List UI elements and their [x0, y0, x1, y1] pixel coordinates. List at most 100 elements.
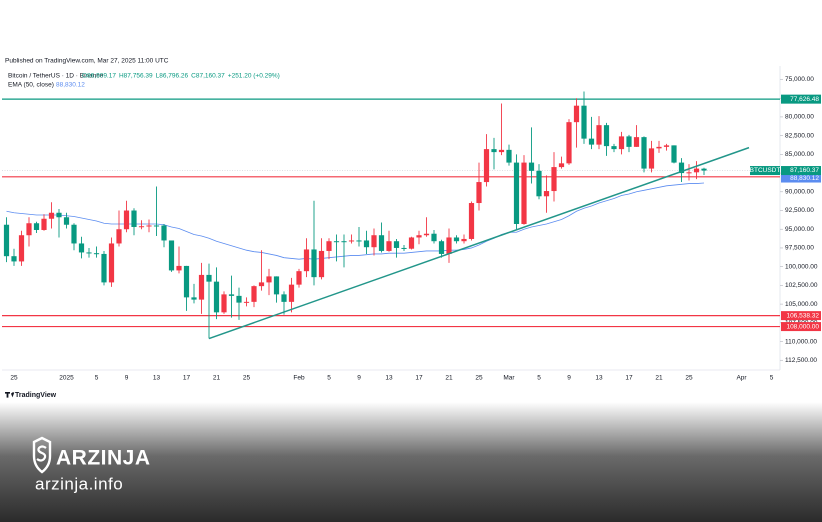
brand-name: ARZINJA — [56, 447, 151, 470]
x-tick-label: 9 — [567, 375, 571, 382]
candle-body — [693, 168, 700, 173]
candle-body — [686, 172, 692, 174]
candle-body — [108, 243, 115, 283]
candle-body — [461, 238, 467, 242]
candle-body — [281, 294, 287, 302]
tradingview-text: TradingView — [15, 392, 57, 399]
x-tick-label: 21 — [213, 375, 221, 382]
candle-body — [93, 253, 100, 255]
x-tick-label: Apr — [736, 375, 747, 382]
candle-body — [258, 282, 265, 287]
candle-body — [513, 162, 520, 224]
legend-ema-name: EMA (50, close) — [8, 82, 54, 89]
candle-body — [63, 217, 70, 225]
y-tick-label: 85,000.00 — [785, 151, 814, 158]
candle-body — [581, 105, 587, 139]
candle-body — [558, 163, 565, 168]
candle-body — [221, 294, 227, 313]
x-tick-label: 25 — [685, 375, 693, 382]
candle-body — [431, 233, 437, 242]
tradingview-logo: TradingView — [4, 392, 57, 399]
candle-body — [138, 226, 145, 228]
candle-body — [146, 225, 152, 227]
x-tick-label: 13 — [153, 375, 161, 382]
x-tick-label: 5 — [770, 375, 774, 382]
candle-body — [131, 210, 137, 227]
candle-body — [543, 191, 550, 197]
published-note: Published on TradingView.com, Mar 27, 20… — [5, 58, 169, 65]
candle-body — [153, 225, 160, 227]
candle-body — [266, 276, 272, 283]
x-tick-label: 9 — [125, 375, 129, 382]
candle-body — [453, 237, 460, 242]
candle-body — [296, 271, 302, 285]
close-label: 87,160.37 — [790, 167, 819, 174]
candle-body — [56, 212, 62, 218]
candle-body — [476, 182, 482, 204]
candle-body — [191, 297, 197, 300]
x-tick-label: Feb — [293, 375, 305, 382]
candle-body — [618, 136, 625, 150]
candle-body — [71, 224, 77, 244]
candle-body — [678, 162, 685, 174]
candle-body — [536, 170, 542, 197]
ema-label-box — [781, 173, 821, 183]
legend-ohlc: O86,909.17 — [82, 73, 116, 80]
candle-body — [243, 301, 250, 303]
candle-body — [528, 162, 535, 171]
candle-body — [626, 136, 632, 147]
x-tick-label: 5 — [95, 375, 99, 382]
footer-band — [0, 402, 822, 522]
x-tick-label: 25 — [475, 375, 483, 382]
candle-body — [611, 146, 617, 150]
y-tick-label: 100,000.00 — [785, 263, 818, 270]
candle-body — [551, 167, 557, 192]
candle-body — [468, 203, 475, 239]
candle-body — [438, 241, 445, 254]
x-tick-label: 17 — [415, 375, 423, 382]
candle-body — [498, 149, 505, 153]
candle-body — [633, 137, 640, 147]
y-tick-label: 92,500.00 — [785, 207, 814, 214]
candle-body — [273, 276, 280, 295]
candle-body — [603, 125, 610, 147]
candle-body — [161, 225, 167, 241]
legend-ohlc: C87,160.37 — [191, 73, 225, 80]
candle-body — [333, 241, 340, 243]
x-tick-label: 21 — [655, 375, 663, 382]
candle-body — [378, 235, 385, 251]
x-tick-label: 17 — [183, 375, 191, 382]
legend-ema-value: 88,830.12 — [56, 82, 85, 89]
candle-body — [326, 241, 332, 251]
plot — [2, 91, 780, 340]
candle-body — [198, 274, 205, 300]
candle-body — [26, 223, 32, 236]
candle-body — [648, 148, 655, 169]
y-tick-label: 102,500.00 — [785, 282, 818, 289]
candle-body — [341, 241, 347, 243]
candle-body — [566, 122, 572, 164]
y-tick-label: 97,500.00 — [785, 245, 814, 252]
candle-body — [123, 210, 130, 230]
candle-body — [11, 256, 17, 262]
x-tick-label: 9 — [357, 375, 361, 382]
brand-site: arzinja.info — [35, 474, 123, 493]
candle-body — [363, 240, 370, 248]
x-tick-label: 25 — [10, 375, 18, 382]
candle-body — [663, 145, 670, 147]
symbol-tag: BTCUSDT — [750, 167, 781, 174]
candle-body — [573, 105, 580, 123]
level-label: 77,626.48 — [790, 96, 819, 103]
trendline — [208, 146, 750, 340]
y-tick-label: 95,000.00 — [785, 226, 814, 233]
candle-body — [386, 241, 392, 251]
candle-body — [483, 149, 490, 183]
candle-body — [371, 235, 377, 248]
candle-body — [446, 237, 452, 254]
y-tick-label: 112,500.00 — [785, 357, 817, 364]
x-tick-label: 5 — [537, 375, 541, 382]
candle-body — [78, 243, 85, 253]
candle-body — [251, 286, 257, 302]
candle-body — [228, 294, 235, 296]
